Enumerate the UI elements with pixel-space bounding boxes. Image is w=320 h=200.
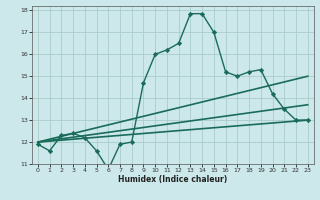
X-axis label: Humidex (Indice chaleur): Humidex (Indice chaleur) (118, 175, 228, 184)
